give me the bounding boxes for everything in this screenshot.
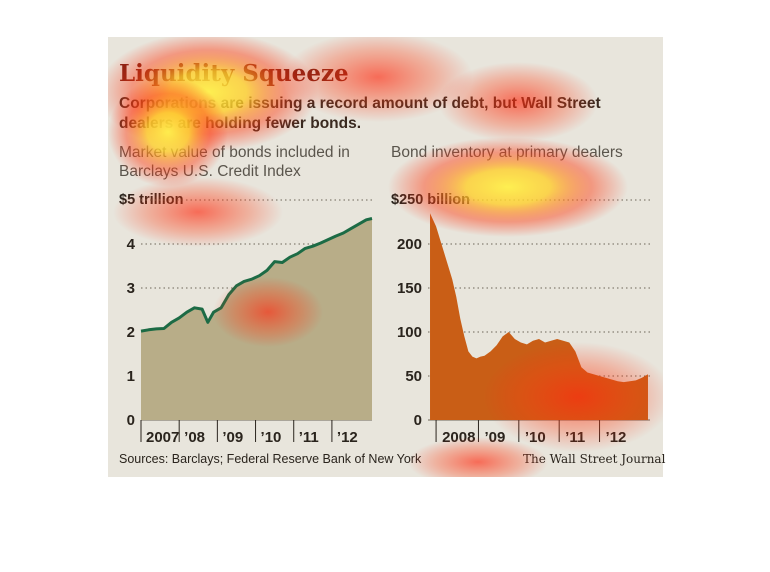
x-tick-label: ’11 <box>299 429 319 446</box>
publisher-credit: The Wall Street Journal <box>523 452 666 466</box>
y-tick-label: 150 <box>397 280 422 297</box>
y-tick-label: 1 <box>127 368 135 385</box>
left-chart: 0 1 2 3 4 2007 ’08 ’09 ’10 ’11 ’12 <box>127 199 373 446</box>
y-tick-label: 200 <box>397 236 422 253</box>
series-area <box>430 213 648 420</box>
x-tick-label: ’09 <box>222 429 243 446</box>
y-tick-label: 2 <box>127 324 135 341</box>
right-chart: 0 50 100 150 200 2008 ’09 ’10 ’11 ’12 <box>397 199 650 446</box>
y-tick-label: 4 <box>127 236 136 253</box>
x-tick-label: ’12 <box>337 429 358 446</box>
y-tick-label: 3 <box>127 280 135 297</box>
x-tick-label: ’08 <box>184 429 205 446</box>
x-tick-label: ’10 <box>261 429 282 446</box>
x-tick-label: ’11 <box>565 429 585 446</box>
y-tick-label: 100 <box>397 324 422 341</box>
y-tick-label: 50 <box>405 368 422 385</box>
y-tick-label: 0 <box>414 412 422 429</box>
x-tick-label: ’12 <box>606 429 627 446</box>
x-tick-label: ’10 <box>525 429 546 446</box>
y-tick-label: 0 <box>127 412 135 429</box>
x-tick-label: 2008 <box>442 429 475 446</box>
sources-note: Sources: Barclays; Federal Reserve Bank … <box>119 452 422 466</box>
x-tick-label: ’09 <box>484 429 505 446</box>
x-tick-label: 2007 <box>146 429 179 446</box>
